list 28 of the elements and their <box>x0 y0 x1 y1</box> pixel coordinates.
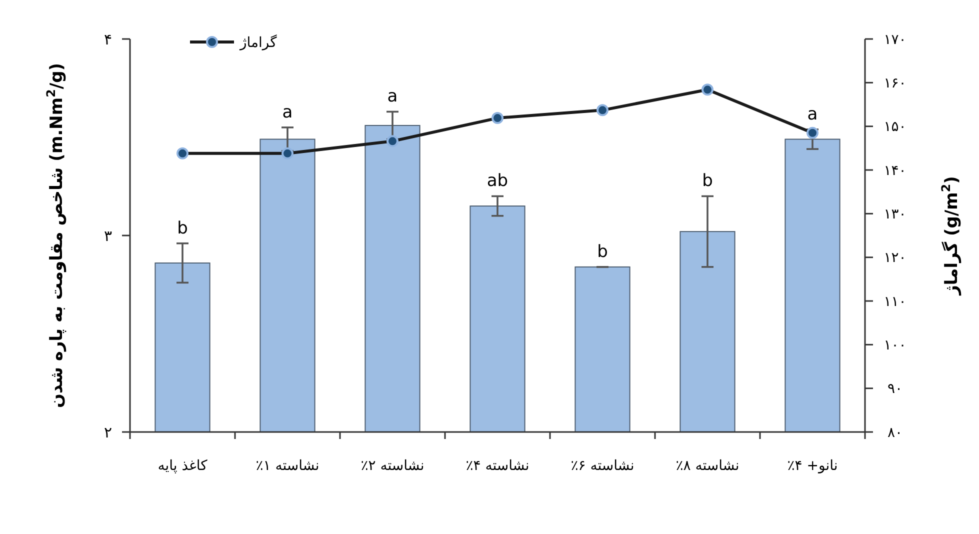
y2-tick-label: ۱۷۰ <box>884 32 906 48</box>
x-tick-label: نشاسته ۲٪ <box>360 458 424 474</box>
y2-tick-label: ۱۰۰ <box>884 338 906 354</box>
y2-tick-label: ۱۵۰ <box>884 119 906 136</box>
legend-label: گراماژ <box>239 34 278 51</box>
annotation: ab <box>486 171 508 192</box>
annotation: b <box>702 171 713 192</box>
y-tick-label: ۳ <box>104 226 112 245</box>
y-tick-label: ۴ <box>104 30 112 48</box>
annotation: a <box>282 102 293 122</box>
x-tick-label: نشاسته ۱٪ <box>256 458 320 474</box>
y2-tick-label: ۸۰ <box>887 424 903 441</box>
annotation: b <box>597 242 608 262</box>
annotation: b <box>177 218 188 238</box>
x-tick-label: نشاسته ۶٪ <box>570 458 634 474</box>
y2-tick-label: ۱۴۰ <box>884 162 906 179</box>
x-tick-label: نانو+ ۴٪ <box>787 458 838 474</box>
annotation: a <box>387 86 398 107</box>
y2-tick-label: ۹۰ <box>887 381 903 398</box>
x-tick-label: کاغذ پایه <box>158 458 208 474</box>
x-tick-label: نشاسته ۴٪ <box>466 458 530 474</box>
x-tick-label: نشاسته ۸٪ <box>676 458 740 474</box>
y2-tick-label: ۱۲۰ <box>884 250 906 266</box>
y2-tick-label: ۱۶۰ <box>884 76 906 92</box>
y2-tick-label: ۱۳۰ <box>884 206 906 223</box>
annotation: a <box>807 104 818 124</box>
y2-tick-label: ۱۱۰ <box>884 294 906 310</box>
y-tick-label: ۲ <box>104 423 112 442</box>
